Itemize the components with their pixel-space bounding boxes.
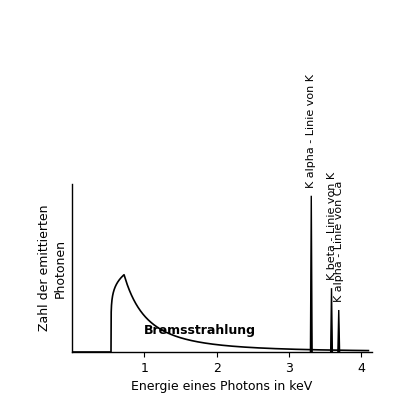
Polygon shape: [338, 310, 340, 352]
Polygon shape: [331, 288, 332, 352]
Text: Bremsstrahlung: Bremsstrahlung: [144, 324, 256, 337]
Text: K alpha - Linie von K: K alpha - Linie von K: [306, 74, 316, 188]
Text: K beta - Linie von K: K beta - Linie von K: [326, 172, 336, 280]
Y-axis label: Zahl der emittierten
Photonen: Zahl der emittierten Photonen: [38, 205, 66, 331]
Polygon shape: [310, 196, 312, 352]
X-axis label: Energie eines Photons in keV: Energie eines Photons in keV: [131, 380, 313, 393]
Text: K alpha - Linie von Ca: K alpha - Linie von Ca: [334, 181, 344, 302]
